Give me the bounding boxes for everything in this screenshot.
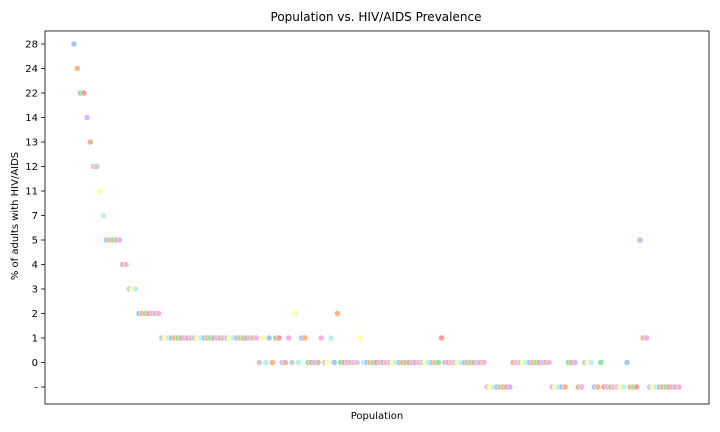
data-point	[288, 359, 296, 366]
data-point	[80, 89, 88, 97]
data-point	[506, 383, 514, 391]
data-point	[70, 40, 78, 48]
data-point	[282, 359, 289, 366]
data-point	[301, 334, 309, 342]
y-tick-label: 2	[32, 309, 38, 320]
data-point	[265, 334, 273, 342]
data-point	[256, 359, 263, 366]
data-point	[155, 310, 162, 317]
data-point	[74, 65, 81, 72]
data-point	[675, 383, 683, 391]
plot-area	[44, 30, 710, 405]
y-tick-label: 4	[32, 260, 38, 271]
data-points	[70, 40, 683, 391]
y-tick-label: -	[34, 383, 38, 394]
y-tick-label: 28	[25, 40, 38, 51]
data-point	[83, 114, 91, 121]
data-point	[620, 383, 627, 391]
data-point	[96, 187, 104, 195]
data-point	[291, 310, 299, 317]
data-point	[571, 359, 579, 366]
y-tick-label: 11	[25, 187, 38, 198]
data-point	[643, 334, 650, 342]
y-tick-label: 13	[25, 138, 38, 149]
y-tick-label: 22	[25, 89, 38, 100]
y-axis-label: % of adults with HIV/AIDS	[10, 152, 21, 280]
data-point	[295, 359, 302, 366]
data-point	[314, 359, 322, 366]
data-point	[330, 359, 338, 366]
y-tick-label: 5	[32, 236, 38, 247]
data-point	[252, 334, 260, 342]
data-point	[597, 359, 605, 366]
data-point	[285, 334, 292, 342]
y-tick-label: 14	[25, 113, 38, 124]
y-tick-label: 3	[32, 285, 38, 296]
data-point	[633, 383, 640, 391]
data-point	[623, 359, 631, 366]
data-point	[353, 359, 361, 366]
y-tick-label: 0	[32, 358, 38, 369]
data-point	[93, 163, 101, 170]
data-point	[317, 334, 325, 342]
data-point	[435, 359, 442, 366]
data-point	[324, 359, 331, 366]
data-point	[100, 212, 107, 219]
data-point	[275, 334, 283, 342]
data-point	[594, 383, 601, 391]
data-point	[259, 334, 266, 342]
data-point	[356, 334, 364, 342]
data-point	[327, 334, 335, 342]
data-point	[132, 285, 140, 293]
data-point	[587, 359, 595, 366]
data-point	[545, 359, 553, 366]
y-axis: 28 24 22 14 13 12 11 7 5 4 3 2 1 0 -	[25, 40, 45, 394]
chart-title: Population vs. HIV/AIDS Prevalence	[271, 10, 482, 24]
y-tick-label: 24	[25, 64, 38, 75]
data-point	[438, 334, 445, 342]
data-point	[269, 359, 276, 366]
data-point	[87, 138, 94, 146]
data-point	[636, 236, 644, 244]
data-point	[561, 383, 569, 391]
data-point	[262, 359, 270, 366]
data-point	[480, 359, 488, 366]
data-point	[122, 261, 130, 268]
y-tick-label: 12	[25, 162, 38, 173]
data-point	[334, 310, 341, 317]
data-point	[116, 236, 123, 244]
y-tick-label: 1	[32, 334, 38, 345]
data-point	[578, 383, 585, 391]
y-tick-label: 7	[32, 211, 38, 222]
x-axis-label: Population	[351, 411, 404, 422]
